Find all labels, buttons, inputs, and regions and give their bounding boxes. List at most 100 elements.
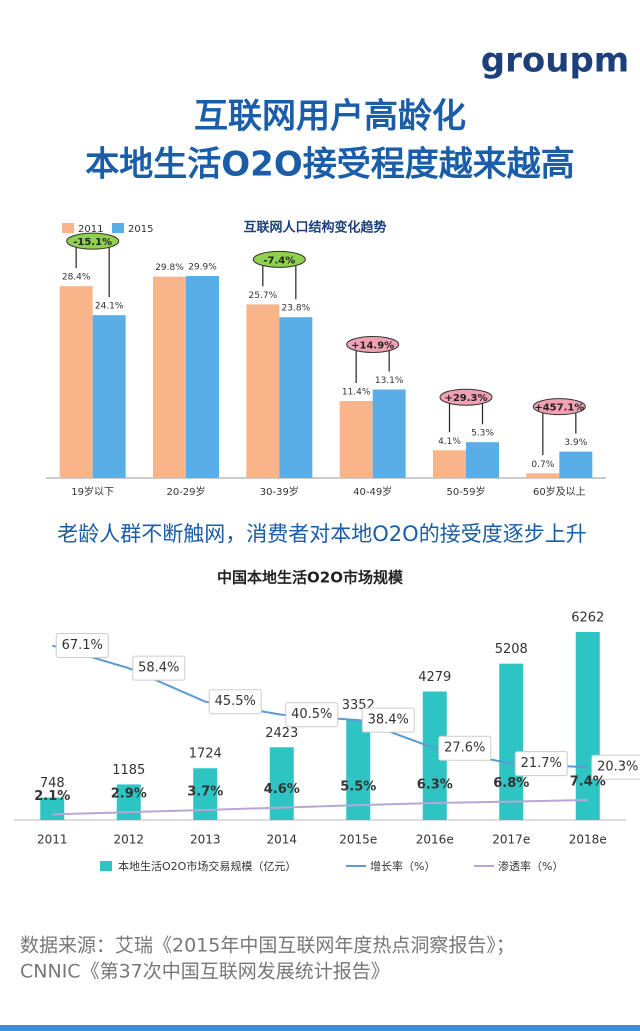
annotation-bubble [252, 250, 306, 268]
value-label: 1724 [189, 747, 222, 762]
label-box [438, 735, 492, 761]
x-tick-label: 30-39岁 [260, 485, 299, 498]
bar [59, 286, 93, 478]
x-tick-label: 2013 [190, 833, 221, 847]
value-label: 0.7% [531, 460, 554, 470]
annotation-bubble [66, 232, 120, 250]
annotation-bubble [439, 388, 493, 406]
annotation: -7.4% [263, 255, 295, 266]
annotation-bubble [346, 335, 400, 353]
bar [499, 663, 524, 820]
bar [153, 276, 186, 478]
value-label: 40.5% [291, 707, 332, 722]
bar [346, 719, 371, 820]
bar [246, 304, 280, 478]
label-box [514, 751, 568, 777]
bar [575, 632, 600, 820]
x-tick-label: 2018e [569, 833, 607, 847]
x-tick-label: 2014 [266, 833, 297, 847]
source: CNNIC《第37次中国互联网发展统计报告》 [20, 961, 390, 983]
value-label: 4.6% [264, 782, 300, 797]
label-box [132, 655, 186, 681]
value-label: 25.7% [249, 291, 278, 301]
x-tick-label: 2015e [339, 833, 377, 847]
bar [466, 442, 499, 478]
value-label: 2.9% [111, 787, 147, 802]
bar [116, 784, 141, 820]
annotation: -15.1% [73, 237, 112, 248]
value-label: 5.5% [340, 780, 376, 795]
value-label: 38.4% [368, 713, 409, 728]
x-tick-label: 2011 [37, 833, 68, 847]
legend-label: 本地生活O2O市场交易规模（亿元） [118, 859, 296, 873]
value-label: 5.3% [471, 429, 494, 439]
value-label: 24.1% [95, 302, 124, 312]
source: 数据来源：艾瑞《2015年中国互联网年度热点洞察报告》； [20, 935, 515, 957]
value-label: 28.4% [62, 273, 91, 283]
x-tick-label: 19岁以下 [71, 485, 114, 498]
label-box [285, 702, 339, 728]
value-label: 2423 [265, 726, 298, 741]
bar [193, 768, 218, 820]
annotation: +29.3% [444, 393, 487, 404]
legend-swatch [100, 861, 112, 871]
bar [372, 389, 406, 478]
label-box [591, 754, 640, 780]
x-tick-label: 60岁及以上 [533, 485, 586, 498]
chart-title: 中国本地生活O2O市场规模 [217, 569, 404, 587]
label-box [361, 707, 415, 733]
label-box [208, 689, 262, 715]
x-tick-label: 50-59岁 [446, 485, 485, 498]
label-box [55, 633, 109, 659]
value-label: 58.4% [138, 661, 179, 676]
annotation: +457.1% [534, 403, 584, 414]
x-tick-label: 40-49岁 [353, 485, 392, 498]
value-label: 6.8% [493, 776, 529, 791]
value-label: 20.3% [597, 760, 638, 775]
x-tick-label: 2017e [492, 833, 530, 847]
bar [339, 400, 373, 478]
value-label: 13.1% [375, 376, 404, 386]
title-line: 互联网用户高龄化 [194, 97, 466, 137]
legend-swatch [112, 223, 124, 233]
value-label: 5208 [495, 642, 528, 657]
value-label: 7.4% [570, 775, 606, 790]
annotation: +14.9% [351, 340, 394, 351]
value-label: 748 [40, 776, 65, 791]
bar [559, 451, 593, 478]
bar [279, 317, 313, 478]
legend-swatch [62, 223, 74, 233]
value-label: 2.1% [34, 789, 70, 804]
value-label: 45.5% [215, 694, 256, 709]
chart-title: 互联网人口结构变化趋势 [243, 220, 386, 236]
bar [92, 315, 126, 478]
value-label: 23.8% [282, 304, 311, 314]
subtitle: 老龄人群不断触网，消费者对本地O2O的接受度逐步上升 [57, 522, 586, 546]
bottom-bar [0, 1025, 640, 1031]
value-label: 21.7% [521, 756, 562, 771]
legend-label: 2011 [78, 224, 103, 235]
value-label: 4279 [418, 670, 451, 685]
value-label: 6.3% [417, 777, 453, 792]
value-label: 29.8% [155, 263, 184, 273]
annotation-bubble [532, 398, 586, 416]
value-label: 67.1% [62, 638, 103, 653]
value-label: 3.9% [564, 438, 587, 448]
x-tick-label: 20-29岁 [166, 485, 205, 498]
value-label: 29.9% [188, 263, 217, 273]
bar [186, 276, 219, 478]
logo: groupm [481, 41, 629, 81]
value-label: 27.6% [444, 741, 485, 756]
bar [526, 473, 560, 478]
x-tick-label: 2016e [416, 833, 454, 847]
value-label: 1185 [112, 763, 145, 778]
legend-label: 渗透率（%） [498, 859, 563, 873]
value-label: 6262 [571, 611, 604, 626]
line [52, 799, 588, 816]
title-line: 本地生活O2O接受程度越来越高 [85, 145, 574, 185]
x-tick-label: 2012 [113, 833, 144, 847]
legend-label: 增长率（%） [370, 859, 435, 873]
value-label: 4.1% [438, 437, 461, 447]
